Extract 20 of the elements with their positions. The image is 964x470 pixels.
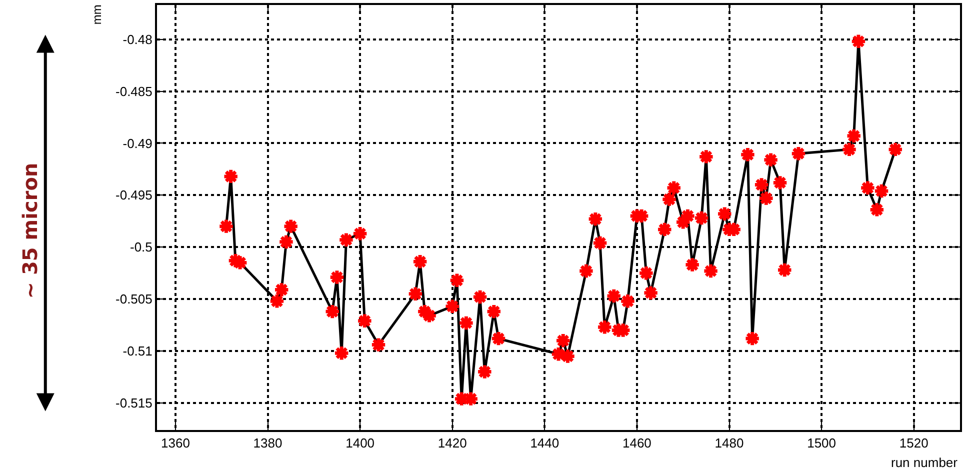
x-tick-label: 1420 — [438, 436, 467, 451]
x-tick-label: 1460 — [622, 436, 652, 451]
x-tick-label: 1480 — [714, 436, 744, 451]
x-tick-label: 1380 — [253, 436, 282, 451]
y-tick-label: -0.51 — [122, 344, 152, 359]
y-tick-label: -0.505 — [116, 292, 152, 307]
text: ~ 35 micron — [18, 162, 42, 299]
y-tick-label: -0.485 — [116, 84, 152, 99]
x-tick-label: 1440 — [530, 436, 560, 451]
x-axis-title: run number — [891, 455, 958, 470]
y-axis-title: mm — [90, 4, 104, 25]
x-tick-label: 1360 — [161, 436, 190, 451]
y-tick-label: -0.515 — [116, 396, 152, 411]
x-tick-label: 1400 — [346, 436, 375, 451]
y-tick-label: -0.495 — [116, 188, 152, 203]
y-tick-label: -0.5 — [130, 240, 152, 255]
y-tick-label: -0.49 — [122, 136, 152, 151]
x-tick-label: 1520 — [899, 436, 928, 451]
x-tick-label: 1500 — [807, 436, 836, 451]
y-tick-label: -0.48 — [122, 32, 152, 47]
